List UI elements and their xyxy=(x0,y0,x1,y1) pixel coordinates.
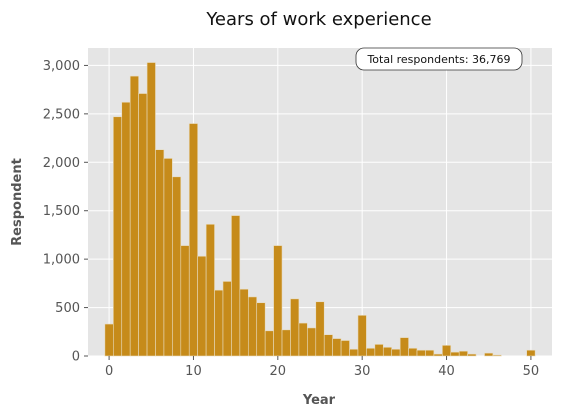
histogram-bar xyxy=(416,349,426,357)
histogram-bar xyxy=(357,315,367,357)
histogram-bar xyxy=(307,327,317,357)
histogram-bar xyxy=(442,345,452,357)
histogram-bar xyxy=(290,298,300,357)
x-tick-label: 10 xyxy=(185,364,202,379)
histogram-bar xyxy=(408,347,418,357)
y-tick-label: 2,500 xyxy=(43,107,80,122)
histogram-bar xyxy=(281,329,291,357)
histogram-bar xyxy=(315,301,325,357)
annotation-text: Total respondents: 36,769 xyxy=(366,53,510,66)
histogram-bar xyxy=(247,296,258,357)
histogram-bar xyxy=(425,349,435,357)
histogram-bar xyxy=(374,344,384,357)
histogram-bar xyxy=(138,93,148,357)
histogram-bar xyxy=(163,158,173,357)
histogram-bar xyxy=(298,322,308,357)
histogram-bar xyxy=(340,340,350,357)
histogram-bar xyxy=(239,288,249,357)
histogram-bar xyxy=(391,348,401,357)
histogram-bar xyxy=(222,281,232,357)
histogram-bar xyxy=(458,350,468,357)
histogram-bar xyxy=(467,353,477,357)
histogram-bar xyxy=(155,149,165,357)
histogram-bar xyxy=(172,176,182,357)
y-tick-label: 3,000 xyxy=(43,59,80,74)
annotation-box: Total respondents: 36,769 xyxy=(355,47,523,71)
histogram-bar xyxy=(332,338,342,357)
y-tick-label: 1,500 xyxy=(43,204,80,219)
x-tick-label: 30 xyxy=(354,364,371,379)
histogram-bar xyxy=(450,351,460,357)
chart-title: Years of work experience xyxy=(205,9,431,30)
histogram-bar xyxy=(484,352,494,357)
histogram-bar xyxy=(231,215,241,357)
histogram-bar xyxy=(214,289,224,357)
histogram-bar xyxy=(526,349,536,357)
histogram-bar xyxy=(323,334,333,357)
x-tick-label: 40 xyxy=(438,364,455,379)
histogram-bar xyxy=(104,323,114,357)
histogram-bar xyxy=(349,348,359,357)
histogram-bar xyxy=(433,353,443,357)
histogram-bar xyxy=(256,302,266,357)
axis-ticks: 0 500 1,000 1,500 2,000 2,500 3,000 0 10 20 30 40 50 xyxy=(43,59,539,379)
histogram-bar xyxy=(197,255,207,357)
histogram-bar xyxy=(273,245,283,357)
histogram-bar xyxy=(264,330,274,357)
histogram-bar xyxy=(180,245,190,357)
histogram-bar xyxy=(121,101,131,357)
histogram-bar xyxy=(146,62,156,357)
annotation-frame xyxy=(355,47,523,71)
histogram-bar xyxy=(382,346,393,357)
y-tick-label: 0 xyxy=(72,350,80,365)
x-tick-label: 50 xyxy=(523,364,540,379)
x-tick-label: 20 xyxy=(270,364,287,379)
x-tick-label: 0 xyxy=(105,364,113,379)
histogram-bar xyxy=(129,75,139,357)
histogram-bar xyxy=(366,347,376,357)
histogram-bar xyxy=(205,223,215,357)
histogram-bar xyxy=(113,116,123,357)
histogram-bar xyxy=(399,337,409,357)
y-tick-label: 500 xyxy=(55,301,80,316)
y-axis-label: Respondent xyxy=(10,158,25,246)
histogram-bar xyxy=(188,123,198,357)
bars xyxy=(104,62,536,357)
x-axis-label: Year xyxy=(302,393,336,408)
histogram-bar xyxy=(492,354,502,357)
y-tick-label: 1,000 xyxy=(43,253,80,268)
y-tick-label: 2,000 xyxy=(43,156,80,171)
